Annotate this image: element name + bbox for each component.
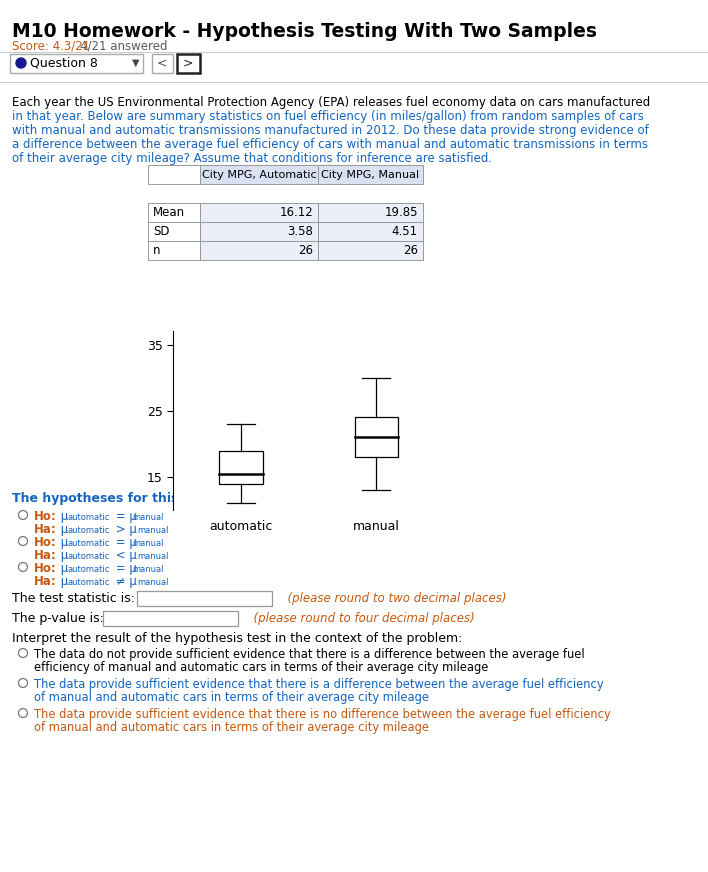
Text: < μ: < μ <box>112 549 137 562</box>
Text: 26: 26 <box>298 244 313 257</box>
Text: City MPG, Automatic: City MPG, Automatic <box>202 169 316 180</box>
Text: μ: μ <box>57 549 68 562</box>
Text: 4.51: 4.51 <box>392 225 418 238</box>
Text: = μ: = μ <box>112 510 137 523</box>
Text: (please round to two decimal places): (please round to two decimal places) <box>280 592 506 605</box>
Text: μ: μ <box>57 562 68 575</box>
Text: automatic: automatic <box>67 552 109 561</box>
Circle shape <box>16 58 26 68</box>
Text: ≠ μ: ≠ μ <box>112 575 137 588</box>
Text: automatic: automatic <box>67 526 109 535</box>
Text: manual: manual <box>132 513 164 522</box>
Text: manual: manual <box>132 565 164 574</box>
Text: manual: manual <box>137 578 169 587</box>
Text: > μ: > μ <box>112 523 137 536</box>
Text: 26: 26 <box>403 244 418 257</box>
FancyBboxPatch shape <box>10 54 143 73</box>
Bar <box>200 165 318 184</box>
Text: efficiency of manual and automatic cars in terms of their average city mileage: efficiency of manual and automatic cars … <box>34 661 489 674</box>
Bar <box>318 165 423 184</box>
Text: 19.85: 19.85 <box>384 206 418 219</box>
Text: The data do not provide sufficient evidence that there is a difference between t: The data do not provide sufficient evide… <box>34 648 585 661</box>
Bar <box>318 222 423 241</box>
Bar <box>148 241 200 260</box>
Text: of their average city mileage? Assume that conditions for inference are satisfie: of their average city mileage? Assume th… <box>12 152 492 165</box>
Text: Ho:: Ho: <box>34 536 57 549</box>
Text: in that year. Below are summary statistics on fuel efficiency (in miles/gallon) : in that year. Below are summary statisti… <box>12 110 644 123</box>
Text: Each year the US Environmental Protection Agency (EPA) releases fuel economy dat: Each year the US Environmental Protectio… <box>12 96 650 109</box>
Text: 3.58: 3.58 <box>287 225 313 238</box>
Text: >: > <box>183 57 193 70</box>
Text: Ho:: Ho: <box>34 562 57 575</box>
Bar <box>318 241 423 260</box>
Text: automatic: automatic <box>67 578 109 587</box>
Text: Score: 4.3/21: Score: 4.3/21 <box>12 40 90 53</box>
Text: M10 Homework - Hypothesis Testing With Two Samples: M10 Homework - Hypothesis Testing With T… <box>12 22 597 41</box>
Text: The data provide sufficient evidence that there is a difference between the aver: The data provide sufficient evidence tha… <box>34 678 604 691</box>
Bar <box>219 451 263 484</box>
Text: automatic: automatic <box>67 539 109 548</box>
Bar <box>148 222 200 241</box>
Bar <box>355 418 398 457</box>
Bar <box>200 241 318 260</box>
Text: μ: μ <box>57 523 68 536</box>
Text: n: n <box>153 244 161 257</box>
Text: automatic: automatic <box>67 565 109 574</box>
Bar <box>103 611 238 626</box>
Text: The data provide sufficient evidence that there is no difference between the ave: The data provide sufficient evidence tha… <box>34 708 611 721</box>
Text: SD: SD <box>153 225 169 238</box>
Text: Interpret the result of the hypothesis test in the context of the problem:: Interpret the result of the hypothesis t… <box>12 632 462 645</box>
Text: Ha:: Ha: <box>34 523 57 536</box>
Text: City MPG, Manual: City MPG, Manual <box>321 169 420 180</box>
Bar <box>200 203 318 222</box>
FancyBboxPatch shape <box>177 54 200 73</box>
Text: 16.12: 16.12 <box>279 206 313 219</box>
Text: Ha:: Ha: <box>34 549 57 562</box>
Text: The p-value is:: The p-value is: <box>12 612 104 625</box>
Text: automatic: automatic <box>67 513 109 522</box>
Bar <box>318 203 423 222</box>
Text: Question 8: Question 8 <box>30 57 98 70</box>
Text: = μ: = μ <box>112 536 137 549</box>
Bar <box>137 591 272 606</box>
Text: manual: manual <box>137 552 169 561</box>
Text: Mean: Mean <box>153 206 185 219</box>
Text: = μ: = μ <box>112 562 137 575</box>
Text: μ: μ <box>57 536 68 549</box>
Text: Ho:: Ho: <box>34 510 57 523</box>
Text: <: < <box>156 57 167 70</box>
Text: The test statistic is:: The test statistic is: <box>12 592 135 605</box>
Text: of manual and automatic cars in terms of their average city mileage: of manual and automatic cars in terms of… <box>34 691 429 704</box>
Text: of manual and automatic cars in terms of their average city mileage: of manual and automatic cars in terms of… <box>34 721 429 734</box>
Text: Ha:: Ha: <box>34 575 57 588</box>
Text: manual: manual <box>137 526 169 535</box>
Text: City MPG: City MPG <box>323 472 385 486</box>
Text: The hypotheses for this test are:: The hypotheses for this test are: <box>12 492 243 505</box>
Text: a difference between the average fuel efficiency of cars with manual and automat: a difference between the average fuel ef… <box>12 138 648 151</box>
Text: ▼: ▼ <box>132 58 139 68</box>
FancyBboxPatch shape <box>152 54 173 73</box>
Bar <box>148 165 200 184</box>
Text: 4/21 answered: 4/21 answered <box>80 40 168 53</box>
Bar <box>148 203 200 222</box>
Bar <box>200 222 318 241</box>
Text: μ: μ <box>57 575 68 588</box>
Text: μ: μ <box>57 510 68 523</box>
Text: with manual and automatic transmissions manufactured in 2012. Do these data prov: with manual and automatic transmissions … <box>12 124 649 137</box>
Text: (please round to four decimal places): (please round to four decimal places) <box>246 612 475 625</box>
Text: manual: manual <box>132 539 164 548</box>
